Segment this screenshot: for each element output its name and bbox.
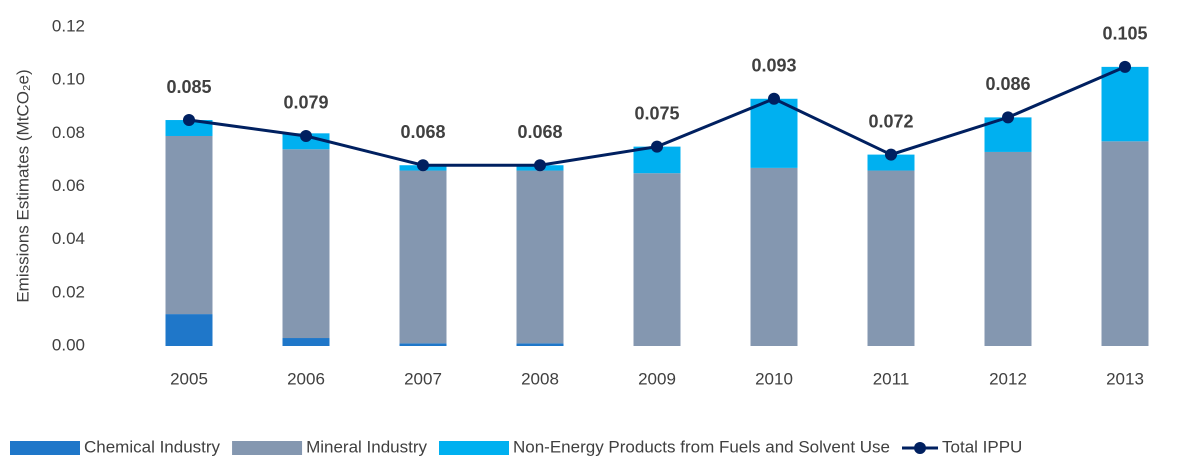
- y-tick-label: 0.10: [52, 70, 85, 89]
- data-label: 0.068: [400, 122, 445, 142]
- line-point: [885, 148, 897, 161]
- line-point: [1002, 111, 1014, 124]
- x-tick-label: 2010: [755, 369, 793, 388]
- y-tick-label: 0.12: [52, 16, 85, 35]
- y-axis-label: Emissions Estimates (MtCO₂e): [13, 69, 32, 302]
- x-tick-label: 2006: [287, 369, 325, 388]
- y-tick-label: 0.08: [52, 123, 85, 142]
- legend-swatch: [439, 441, 509, 455]
- x-tick-label: 2009: [638, 369, 676, 388]
- y-tick-label: 0.02: [52, 282, 85, 301]
- bar-segment: [1101, 141, 1149, 346]
- data-label: 0.079: [283, 93, 328, 113]
- x-tick-label: 2005: [170, 369, 208, 388]
- line-point: [417, 159, 429, 172]
- legend-swatch: [232, 441, 303, 455]
- bar-segment: [984, 151, 1032, 346]
- bar-segment: [282, 149, 330, 339]
- x-tick-label: 2012: [989, 369, 1027, 388]
- data-label: 0.085: [166, 77, 211, 97]
- line-point: [768, 92, 780, 105]
- data-label: 0.105: [1102, 24, 1147, 44]
- bar-segment: [516, 343, 564, 346]
- line-point: [183, 114, 195, 127]
- bar-segment: [399, 170, 447, 344]
- data-label: 0.075: [634, 103, 679, 123]
- bar-segment: [750, 98, 798, 168]
- line-point: [651, 140, 663, 153]
- y-tick-label: 0.06: [52, 176, 85, 195]
- bar-segment: [165, 314, 213, 346]
- x-tick-label: 2007: [404, 369, 442, 388]
- bar-segment: [1101, 66, 1149, 142]
- y-tick-label: 0.00: [52, 335, 85, 354]
- line-point: [300, 129, 312, 142]
- line-point: [534, 159, 546, 172]
- bar-segment: [750, 167, 798, 346]
- bar-segment: [165, 135, 213, 315]
- x-tick-label: 2013: [1106, 369, 1144, 388]
- x-tick-label: 2008: [521, 369, 559, 388]
- bar-segment: [516, 170, 564, 344]
- bar-segment: [399, 343, 447, 346]
- y-tick-label: 0.04: [52, 229, 85, 248]
- legend-label: Non-Energy Products from Fuels and Solve…: [513, 437, 890, 456]
- bar-segment: [867, 170, 915, 346]
- line-point: [1119, 60, 1131, 73]
- data-label: 0.072: [868, 111, 913, 131]
- bar-segment: [867, 154, 915, 171]
- legend-label: Mineral Industry: [306, 437, 427, 456]
- data-label: 0.093: [751, 56, 796, 76]
- legend-swatch: [10, 441, 80, 455]
- data-label: 0.068: [517, 122, 562, 142]
- bar-segment: [165, 120, 213, 136]
- legend-label: Total IPPU: [942, 437, 1022, 456]
- legend-label: Chemical Industry: [84, 437, 221, 456]
- bar-segment: [633, 173, 681, 346]
- bar-segment: [282, 338, 330, 346]
- legend-marker: [914, 442, 927, 454]
- x-tick-label: 2011: [873, 369, 910, 388]
- data-label: 0.086: [985, 74, 1030, 94]
